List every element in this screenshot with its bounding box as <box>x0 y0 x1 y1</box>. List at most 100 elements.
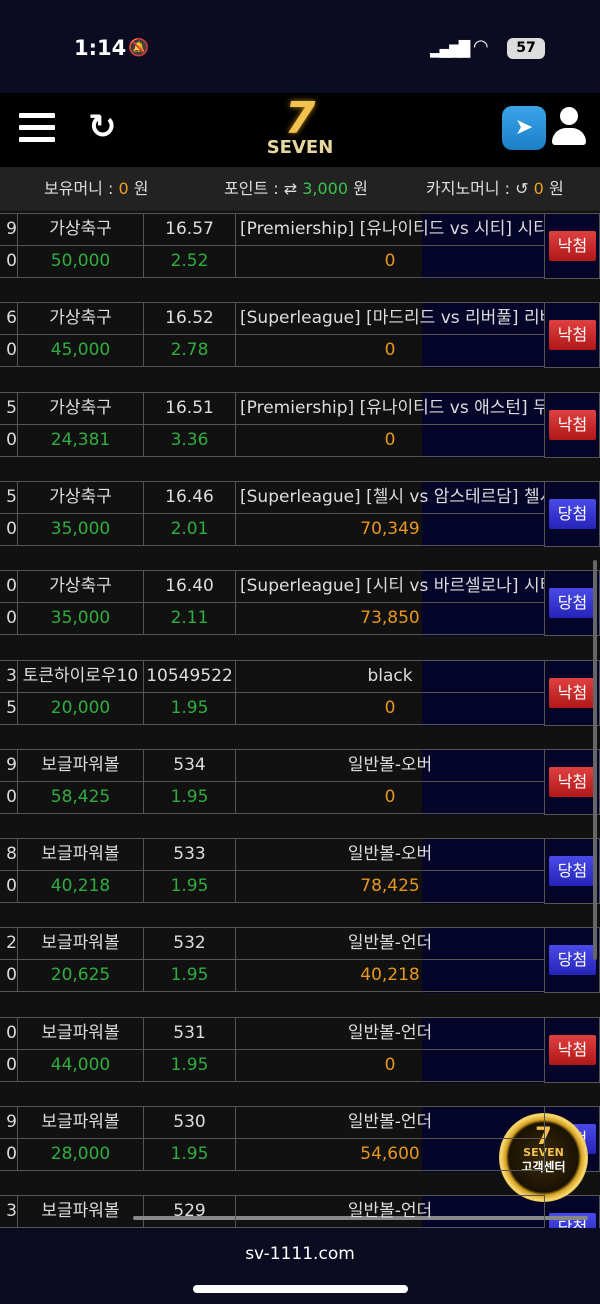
bet-id: 0 <box>0 780 18 814</box>
payout: 0 <box>235 245 545 278</box>
bet-id: 0 <box>0 423 18 457</box>
customer-center-button[interactable]: 7 SEVEN 고객센터 <box>499 1113 588 1202</box>
site-header: ↻ 7 SEVEN ➤ <box>0 93 600 167</box>
result-badge[interactable]: 당첨 <box>549 856 596 887</box>
odds: 2.52 <box>143 245 236 278</box>
odds: 3.36 <box>143 423 236 457</box>
result-badge[interactable]: 낙첨 <box>549 1034 596 1065</box>
round: 16.46 <box>143 480 236 514</box>
game-name: 보글파워볼 <box>17 927 144 961</box>
user-icon[interactable] <box>552 107 586 147</box>
bet-id: 0 <box>0 570 18 604</box>
bet-detail: [Premiership] [유나이티드 vs 시티] 시티 <box>235 213 545 246</box>
bet-detail: 일반볼-언더 <box>235 927 545 961</box>
bet-detail: [Superleague] [마드리드 vs 리버풀] 리버 <box>235 302 545 336</box>
game-name: 가상축구 <box>17 213 144 246</box>
round: 534 <box>143 748 236 782</box>
home-indicator[interactable] <box>193 1285 408 1293</box>
bet-detail: 일반볼-언더 <box>235 1106 545 1139</box>
menu-icon[interactable] <box>19 113 55 143</box>
bet-detail: 일반볼-오버 <box>235 838 545 872</box>
bet-id: 9 <box>0 748 18 782</box>
bet-id: 0 <box>0 334 18 368</box>
bet-row: 3 보글파워볼 529 일반볼-언더 당첨 <box>0 1195 600 1228</box>
exchange-icon: ⇄ <box>283 179 298 198</box>
bet-row: 9 0 가상축구 50,000 16.57 2.52 [Premiership] [유나이티… <box>0 213 600 279</box>
odds: 1.95 <box>143 691 236 725</box>
bet-row: 5 0 가상축구 24,381 16.51 3.36 [Premiership] [유나이티… <box>0 391 600 458</box>
balance-bar: 보유머니 : 0 원 포인트 : ⇄ 3,000 원 카지노머니 : ↺ 0 원 <box>0 167 600 211</box>
bet-row: 9 0 보글파워볼 58,425 534 1.95 일반볼-오버 0 낙첨 <box>0 748 600 815</box>
odds: 1.95 <box>143 959 236 993</box>
payout <box>235 1227 545 1228</box>
bet-row: 3 5 토큰하이로우10 20,000 10549522 1.95 black 0 낙첨 <box>0 659 600 726</box>
result-badge[interactable]: 낙첨 <box>549 409 596 440</box>
result-badge[interactable]: 낙첨 <box>549 320 596 351</box>
bet-detail: [Premiership] [유나이티드 vs 애스턴] 무 <box>235 391 545 425</box>
browser-url[interactable]: sv-1111.com <box>245 1244 355 1264</box>
reload-icon: ↺ <box>515 179 529 198</box>
round: 16.40 <box>143 570 236 604</box>
horizontal-scrollbar[interactable] <box>133 1216 588 1220</box>
bet-row: 6 0 가상축구 45,000 16.52 2.78 [Superleague] [마드리드… <box>0 302 600 369</box>
bet-amount: 28,000 <box>17 1138 144 1171</box>
payout: 78,425 <box>235 870 545 904</box>
money-balance: 보유머니 : 0 원 <box>44 179 149 198</box>
bet-id: 5 <box>0 691 18 725</box>
bet-amount: 35,000 <box>17 602 144 636</box>
odds: 1.95 <box>143 870 236 904</box>
bet-amount: 45,000 <box>17 334 144 368</box>
signal-icon: ▂▄▆█ <box>430 40 470 58</box>
bet-id: 0 <box>0 1048 18 1082</box>
bet-id: 8 <box>0 838 18 872</box>
bet-amount: 40,218 <box>17 870 144 904</box>
status-bar: 1:14 🔕 ▂▄▆█ ◠ 57 <box>0 0 600 93</box>
result-badge[interactable]: 당첨 <box>549 498 596 529</box>
payout: 54,600 <box>235 1138 545 1171</box>
bet-detail: 일반볼-언더 <box>235 1016 545 1050</box>
payout: 0 <box>235 334 545 368</box>
game-name: 가상축구 <box>17 570 144 604</box>
result-badge[interactable]: 낙첨 <box>549 677 596 708</box>
game-name: 가상축구 <box>17 480 144 514</box>
site-logo[interactable]: 7 SEVEN <box>266 93 334 158</box>
bet-amount: 44,000 <box>17 1048 144 1082</box>
round: 10549522 <box>143 659 236 693</box>
telegram-icon[interactable]: ➤ <box>502 106 546 150</box>
result-badge[interactable]: 당첨 <box>549 588 596 619</box>
casino-balance[interactable]: 카지노머니 : ↺ 0 원 <box>426 179 564 198</box>
bet-id: 0 <box>0 602 18 636</box>
bet-amount: 50,000 <box>17 245 144 278</box>
game-name: 보글파워볼 <box>17 1106 144 1139</box>
refresh-icon[interactable]: ↻ <box>88 107 117 147</box>
bet-id: 0 <box>0 959 18 993</box>
game-name: 보글파워볼 <box>17 1016 144 1050</box>
bet-id: 5 <box>0 391 18 425</box>
round: 529 <box>143 1195 236 1228</box>
bet-id: 9 <box>0 213 18 246</box>
bet-id: 9 <box>0 1106 18 1139</box>
bet-row: 0 0 보글파워볼 44,000 531 1.95 일반볼-언더 0 낙첨 <box>0 1016 600 1083</box>
battery-indicator: 57 <box>507 38 545 59</box>
point-balance[interactable]: 포인트 : ⇄ 3,000 원 <box>224 179 368 198</box>
odds: 1.95 <box>143 1138 236 1171</box>
bet-detail: [Superleague] [시티 vs 바르셀로나] 시티 <box>235 570 545 604</box>
vertical-scrollbar[interactable] <box>593 560 597 960</box>
game-name: 가상축구 <box>17 391 144 425</box>
bet-detail: 일반볼-언더 <box>235 1195 545 1228</box>
bet-amount: 58,425 <box>17 780 144 814</box>
bet-history-list[interactable]: 9 0 가상축구 50,000 16.57 2.52 [Premiership] [유나이티… <box>0 211 600 1228</box>
result-badge[interactable]: 낙첨 <box>549 766 596 797</box>
bet-row: 0 0 가상축구 35,000 16.40 2.11 [Superleague] [시티 v… <box>0 570 600 637</box>
bet-id: 6 <box>0 302 18 336</box>
bet-detail: [Superleague] [첼시 vs 암스테르담] 첼시 <box>235 480 545 514</box>
bet-id: 2 <box>0 927 18 961</box>
bet-amount <box>17 1227 144 1228</box>
result-badge[interactable]: 낙첨 <box>549 231 596 261</box>
odds: 2.11 <box>143 602 236 636</box>
round: 16.51 <box>143 391 236 425</box>
game-name: 보글파워볼 <box>17 1195 144 1228</box>
payout: 0 <box>235 780 545 814</box>
result-badge[interactable]: 당첨 <box>549 945 596 976</box>
